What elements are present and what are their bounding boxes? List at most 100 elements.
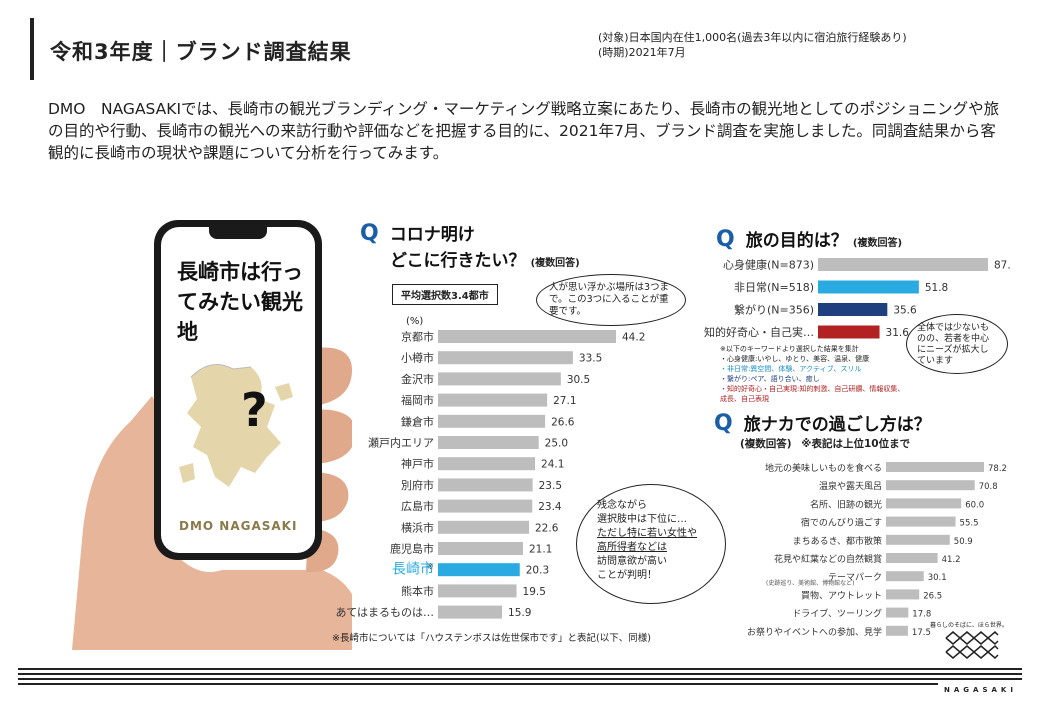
q3-title: 旅ナカでの過ごし方は？: [743, 415, 931, 435]
bar-value: 60.0: [965, 500, 984, 510]
bar-value: 31.6: [886, 327, 910, 339]
theme-park-sub: (史跡巡り、美術館、博物館など): [766, 580, 855, 587]
intro-paragraph: DMO NAGASAKIでは、長崎市の観光ブランディング・マーケティング戦略立案…: [48, 100, 1000, 162]
q1-heading: Q コロナ明け: [360, 220, 475, 246]
phone-text: 長崎市は行ってみたい観光地: [177, 260, 303, 344]
bar: [886, 589, 920, 600]
bar-value: 26.6: [551, 416, 575, 428]
bar-label: 京都市: [401, 330, 434, 344]
bar: [818, 325, 880, 339]
bar-value: 78.2: [988, 464, 1007, 474]
title-accent-bar: [30, 18, 34, 80]
bar-label: ドライブ、ツーリング: [792, 608, 882, 620]
bar-value: 41.2: [942, 555, 961, 565]
bar: [818, 280, 919, 294]
footer-line: [18, 673, 1022, 675]
bubble2-line5: 訪問意欲が高い: [597, 556, 667, 567]
bar-value: 87.3: [994, 260, 1010, 272]
bar-label: 小樽市: [401, 351, 434, 365]
bar-value: 15.9: [508, 607, 531, 619]
bar-label: 花見や紅葉などの自然観賞: [774, 553, 882, 565]
bubble2-line2: 選択肢中は下位に…: [597, 514, 687, 525]
bar-value: 50.9: [954, 537, 973, 547]
bar-value: 17.8: [912, 610, 931, 620]
bar-label: 別府市: [401, 478, 434, 492]
q1-unit: (%): [406, 316, 424, 327]
footer-tagline: 暮らしのそばに、ほら世界。: [930, 622, 1008, 629]
footer-logo-word: NAGASAKI: [944, 686, 1017, 694]
bar: [886, 553, 938, 563]
bar-value: 51.8: [925, 282, 948, 294]
footer-line: [18, 678, 1022, 680]
survey-period: (時期)2021年7月: [598, 46, 686, 59]
bar-value: 33.5: [579, 353, 602, 365]
bar-value: 21.1: [529, 544, 552, 556]
bar-value: 27.1: [553, 395, 576, 407]
bar-value: 24.1: [541, 459, 564, 471]
bar: [438, 372, 561, 386]
q3-heading: Q 旅ナカでの過ごし方は？: [714, 410, 931, 436]
q3-bar-chart: 地元の美味しいものを食べる 78.2 温泉や露天風呂 70.8 名所、旧跡の観光 60.0…: [747, 462, 1007, 638]
bar-value: 55.5: [960, 519, 979, 529]
bar-value: 70.8: [979, 482, 998, 492]
bar: [886, 498, 962, 509]
bar: [886, 571, 924, 582]
bar-label: 広島市: [401, 499, 434, 513]
legend-item: ・非日常:異空間、体験、アクティブ、スリル: [720, 365, 862, 373]
bar-label: 熊本市: [401, 584, 434, 598]
q3-note: (複数回答): [740, 438, 792, 450]
bar: [886, 480, 975, 491]
q3-notes: (複数回答) ※表記は上位10位まで: [740, 436, 910, 451]
nagasaki-asterisk: ※: [427, 562, 434, 571]
q2-legend: ※以下のキーワードより選択した結果を集計 ・心身健康:いやし、ゆとり、美容、温泉…: [720, 344, 910, 404]
infographic: 長崎市は行ってみたい観光地 ? DMO NAGASAKI Q コロナ明け どこに…: [30, 186, 1014, 650]
phone-notch: [209, 227, 267, 239]
q2-title: 旅の目的は？: [745, 231, 848, 251]
bar-label: 神戸市: [401, 457, 434, 471]
bar-label: 非日常(N=518): [734, 281, 814, 294]
phone-logo: DMO NAGASAKI: [179, 519, 298, 533]
bar-label: 横浜市: [401, 520, 434, 534]
q1-q-mark: Q: [360, 221, 379, 246]
bar-label: あてはまるものは…: [335, 606, 434, 619]
q1-title-line1: コロナ明け: [389, 225, 475, 245]
bar-label: 瀬戸内エリア: [368, 436, 434, 450]
bar: [438, 457, 536, 471]
bar-label: 名所、旧跡の観光: [810, 498, 882, 510]
bar-label: 買物、アウトレット: [801, 589, 882, 601]
bar: [438, 414, 546, 428]
bar-value: 35.6: [893, 305, 917, 317]
bar-label: 温泉や露天風呂: [819, 480, 882, 492]
survey-target: (対象)日本国内在住1,000名(過去3年以内に宿泊旅行経験あり): [598, 31, 907, 44]
q3-note2: ※表記は上位10位まで: [801, 438, 911, 450]
bar-label: 鹿児島市: [390, 542, 434, 556]
bar-label: 宿でのんびり過ごす: [801, 517, 882, 529]
bar: [438, 584, 517, 598]
bar: [438, 520, 530, 534]
bar: [438, 351, 573, 365]
bar: [438, 478, 533, 492]
q2-q-mark: Q: [716, 227, 735, 252]
bar-value: 30.1: [928, 573, 947, 583]
avg-selection-box: 平均選択数3.4都市: [392, 284, 498, 305]
bar-value: 44.2: [622, 332, 645, 344]
bar-value: 17.5: [912, 628, 931, 638]
bar: [438, 436, 539, 449]
bar: [438, 393, 548, 407]
bar-label: 知的好奇心・自己実…: [704, 325, 814, 339]
q2-bubble: 全体では少ないものの、若者を中心にニーズが拡大しています: [906, 314, 1008, 374]
bar: [438, 563, 520, 577]
bar: [438, 605, 503, 619]
bar-label: 長崎市: [392, 561, 434, 578]
bar: [886, 516, 956, 527]
bar: [438, 542, 523, 555]
bar-value: 19.5: [523, 586, 546, 598]
q1-footnote: ※長崎市については「ハウステンボスは佐世保市です」と表記(以下、同様): [332, 633, 651, 644]
bubble2-line3: ただし特に若い女性や: [597, 528, 697, 539]
q1-bubble: 人が思い浮かぶ場所は3つまで。この3つに入ることが重要です。: [536, 274, 686, 326]
q2-note: (複数回答): [852, 238, 903, 249]
q1-heading-2: どこに行きたい？ (複数回答): [390, 246, 580, 271]
legend-title: ※以下のキーワードより選択した結果を集計: [720, 345, 859, 353]
phone-screen: 長崎市は行ってみたい観光地 ? DMO NAGASAKI: [161, 227, 315, 553]
bar-value: 22.6: [535, 522, 559, 534]
